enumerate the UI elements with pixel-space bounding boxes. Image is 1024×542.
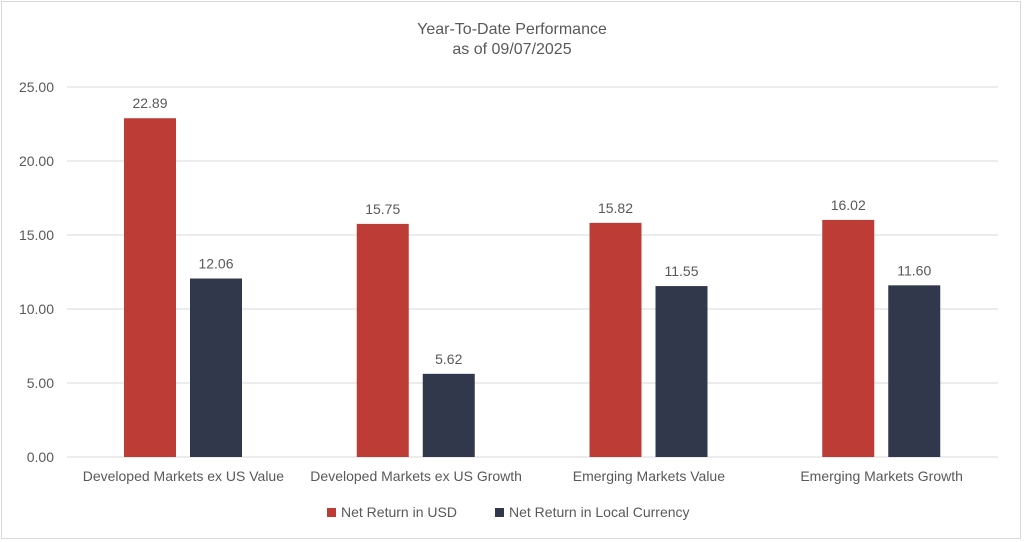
x-tick-label: Developed Markets ex US Growth <box>310 468 522 484</box>
bar-local <box>655 286 708 457</box>
data-label: 15.82 <box>598 200 633 216</box>
y-tick-label: 25.00 <box>19 79 54 95</box>
bar-local <box>422 373 475 457</box>
bar-local <box>190 278 242 457</box>
legend-label: Net Return in Local Currency <box>509 504 690 520</box>
y-tick-label: 15.00 <box>19 227 54 243</box>
data-label: 5.62 <box>435 351 462 367</box>
bar-usd <box>589 222 642 457</box>
legend-swatch <box>327 508 336 517</box>
y-tick-label: 0.00 <box>27 449 54 465</box>
y-tick-label: 20.00 <box>19 153 54 169</box>
bar-local <box>888 285 941 457</box>
x-tick-label: Emerging Markets Value <box>573 468 725 484</box>
y-tick-label: 10.00 <box>19 301 54 317</box>
bar-usd <box>822 219 875 457</box>
x-tick-label: Developed Markets ex US Value <box>83 468 284 484</box>
data-label: 16.02 <box>831 197 866 213</box>
data-label: 22.89 <box>132 95 167 111</box>
legend-swatch <box>495 508 504 517</box>
chart-subtitle: as of 09/07/2025 <box>452 41 571 58</box>
bar-usd <box>356 223 409 457</box>
x-tick-label: Emerging Markets Growth <box>800 468 963 484</box>
data-label: 12.06 <box>198 256 233 272</box>
y-tick-label: 5.00 <box>27 375 54 391</box>
data-label: 15.75 <box>365 201 400 217</box>
data-label: 11.60 <box>897 262 931 278</box>
bar-usd <box>124 118 176 457</box>
chart-title: Year-To-Date Performance <box>417 21 607 38</box>
data-label: 11.55 <box>665 263 699 279</box>
legend-label: Net Return in USD <box>341 504 457 520</box>
